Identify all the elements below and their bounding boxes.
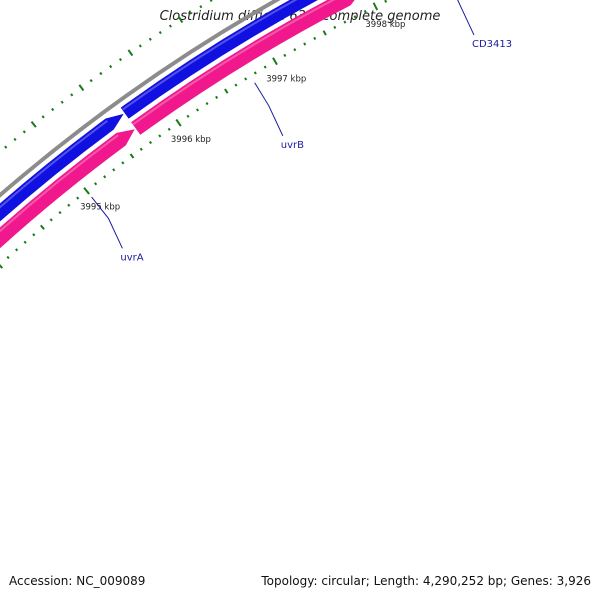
outer-tick [118,58,123,62]
ruler-tick [83,187,90,195]
ruler-tick [303,42,307,46]
gene-track [0,0,355,249]
ruler-tick [6,255,10,260]
gene-highlight [132,0,336,126]
outer-tick [89,78,93,83]
ruler-tick [0,264,4,269]
outer-tick [158,31,162,35]
gene-label-layer: uvrAuvrBCD3413CD3414CD3415CD3416CD3417 [91,0,512,263]
gene-arrow-uvrA [0,113,124,222]
ruler-tick [15,248,19,252]
ruler-tick [148,140,153,145]
ruler-tick [49,218,53,222]
ruler-tick [195,108,200,112]
outer-tick [30,120,37,128]
outer-tick-ring [4,0,213,149]
outer-tick [109,64,113,69]
accession-label: Accession: NC_009089 [9,574,146,588]
ruler-tick [343,20,347,24]
gene-arrow [0,129,135,249]
ruler-tick [32,233,36,237]
ruler-tick [139,147,143,151]
ruler-tick [94,182,98,186]
ruler-tick [322,30,327,36]
gene-label-leader [457,0,475,36]
outer-tick [13,137,17,142]
ruler-tick [167,127,171,131]
outer-tick [168,24,172,28]
gene-highlight [0,119,108,209]
gene-arrow-uvrB [120,0,318,119]
outer-tick [199,5,203,9]
outer-tick [138,44,142,48]
ruler-tick [112,168,116,172]
outer-tick [209,0,213,3]
ruler-tick [215,95,219,99]
gene-highlight [0,134,119,233]
gene-label-uvrA[interactable]: uvrA [120,252,143,263]
outer-tick [60,100,64,104]
ruler-label: 3998 kbp [365,20,405,30]
ruler-tick [234,83,238,87]
ruler-tick [175,118,182,127]
outer-tick [70,93,74,97]
ruler-tick [103,175,107,179]
outer-tick [99,71,103,76]
ruler-tick [283,53,287,58]
ruler-tick [224,88,229,94]
ruler-tick [333,25,337,29]
gene-label-leader [254,82,284,137]
gene-label-CD3413[interactable]: CD3413 [472,39,512,50]
gene-highlight [121,0,298,111]
ruler-tick [263,65,267,69]
ruler-tick [363,9,367,14]
outer-tick [41,115,45,119]
ruler-tick [58,210,62,215]
outer-tick [51,107,55,112]
ruler-tick [121,161,125,165]
ruler-tick [272,57,278,66]
ruler-label: 3996 kbp [171,135,211,145]
outer-tick [22,130,26,134]
ruler-tick [205,102,209,106]
ruler-label: 3997 kbp [266,74,306,84]
outer-tick [4,145,8,149]
ruler-tick [253,71,257,75]
outer-tick [189,11,193,15]
outer-tick [177,16,184,24]
genome-summary-label: Topology: circular; Length: 4,290,252 bp… [261,574,591,588]
ruler-tick [129,153,135,159]
gene-label-leader [91,196,123,249]
ruler-tick [244,77,248,81]
ruler-tick [384,0,388,3]
ruler-tick [158,134,162,138]
ruler-tick [67,203,71,207]
ruler-tick [313,36,317,40]
gene-label-uvrB[interactable]: uvrB [281,140,304,151]
ruler-tick [40,224,45,230]
gene-arrow [131,0,355,135]
ruler-tick [23,240,27,244]
ruler-tick [293,48,297,52]
ruler-tick [186,114,190,118]
ruler-tick [372,2,379,11]
outer-tick [148,37,152,41]
outer-tick [127,49,134,57]
ruler-tick [353,15,357,19]
outer-tick [78,84,85,92]
ruler-tick [76,196,80,200]
